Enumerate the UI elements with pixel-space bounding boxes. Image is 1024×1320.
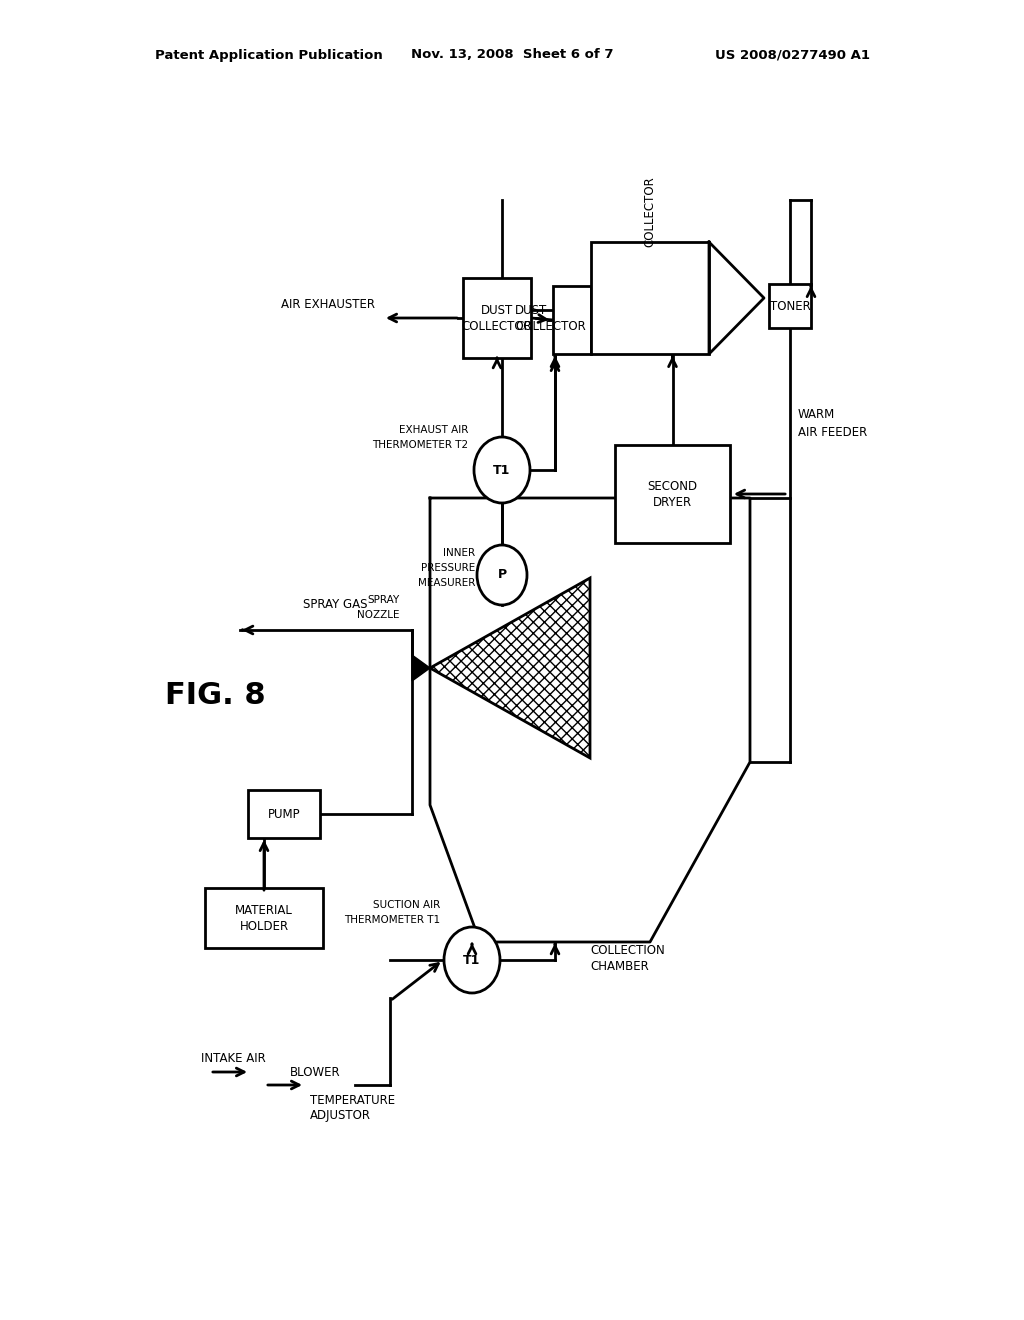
Polygon shape (412, 655, 430, 681)
Bar (463, 279, 531, 358)
Text: MATERIAL: MATERIAL (236, 903, 293, 916)
Text: THERMOMETER T2: THERMOMETER T2 (372, 440, 468, 450)
Text: THERMOMETER T1: THERMOMETER T1 (344, 915, 440, 925)
Bar (553, 286, 591, 354)
Text: NOZZLE: NOZZLE (357, 610, 400, 620)
Text: HOLDER: HOLDER (240, 920, 289, 932)
Text: US 2008/0277490 A1: US 2008/0277490 A1 (715, 49, 870, 62)
Polygon shape (430, 498, 750, 942)
Text: INNER: INNER (442, 548, 475, 558)
Ellipse shape (444, 927, 500, 993)
Text: ADJUSTOR: ADJUSTOR (310, 1110, 371, 1122)
Text: AIR FEEDER: AIR FEEDER (798, 425, 867, 438)
Text: MEASURER: MEASURER (418, 578, 475, 587)
Ellipse shape (477, 545, 527, 605)
Text: P: P (498, 569, 507, 582)
Text: INTAKE AIR: INTAKE AIR (201, 1052, 265, 1064)
Polygon shape (709, 242, 764, 354)
Text: AIR EXHAUSTER: AIR EXHAUSTER (281, 297, 375, 310)
Text: SPRAY GAS: SPRAY GAS (303, 598, 368, 611)
Text: DUST: DUST (481, 304, 513, 317)
Polygon shape (430, 578, 590, 758)
Text: SUCTION AIR: SUCTION AIR (373, 900, 440, 909)
Text: CHAMBER: CHAMBER (590, 960, 649, 973)
Text: T1: T1 (463, 953, 480, 966)
Text: SECOND: SECOND (647, 479, 697, 492)
Text: DRYER: DRYER (653, 495, 692, 508)
Bar (769, 284, 811, 327)
Text: COLLECTOR: COLLECTOR (643, 177, 656, 247)
Text: Nov. 13, 2008  Sheet 6 of 7: Nov. 13, 2008 Sheet 6 of 7 (411, 49, 613, 62)
Text: DUST: DUST (515, 304, 547, 317)
Bar (205, 888, 323, 948)
Bar (591, 242, 709, 354)
Text: EXHAUST AIR: EXHAUST AIR (398, 425, 468, 436)
Text: COLLECTOR: COLLECTOR (462, 319, 532, 333)
Text: Patent Application Publication: Patent Application Publication (155, 49, 383, 62)
Text: COLLECTOR: COLLECTOR (515, 319, 586, 333)
Text: BLOWER: BLOWER (290, 1065, 341, 1078)
Text: T1: T1 (494, 463, 511, 477)
Bar (615, 445, 730, 543)
Text: FIG. 8: FIG. 8 (165, 681, 265, 710)
Bar (248, 789, 319, 838)
Text: PRESSURE: PRESSURE (421, 564, 475, 573)
Text: COLLECTION: COLLECTION (590, 944, 665, 957)
Ellipse shape (474, 437, 530, 503)
Text: TONER: TONER (770, 300, 810, 313)
Text: TEMPERATURE: TEMPERATURE (310, 1093, 395, 1106)
Text: PUMP: PUMP (267, 808, 300, 821)
Text: WARM: WARM (798, 408, 836, 421)
Text: SPRAY: SPRAY (368, 595, 400, 605)
